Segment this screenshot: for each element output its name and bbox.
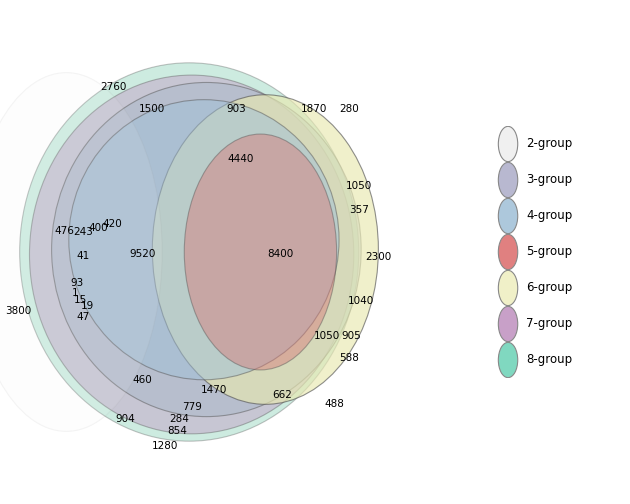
Text: 15: 15 [74,295,87,304]
Text: 1040: 1040 [348,296,374,306]
Text: 3-group: 3-group [526,173,572,186]
Circle shape [498,342,518,377]
Ellipse shape [69,100,339,380]
Text: 903: 903 [226,104,246,114]
Text: 1050: 1050 [346,180,372,191]
Text: 7-group: 7-group [526,318,572,331]
Ellipse shape [0,73,162,431]
Text: 854: 854 [167,426,187,436]
Text: 1870: 1870 [301,104,328,114]
Text: 284: 284 [169,414,189,424]
Text: 1500: 1500 [139,104,166,114]
Text: 4-group: 4-group [526,210,572,222]
Text: 476: 476 [54,226,74,236]
Ellipse shape [30,75,354,434]
Text: 1050: 1050 [314,331,340,341]
Text: 41: 41 [77,251,90,261]
Text: 1: 1 [71,288,78,298]
Text: 460: 460 [133,375,152,385]
Text: 400: 400 [88,223,108,233]
Text: 8400: 8400 [267,249,293,260]
Text: 1280: 1280 [151,441,178,451]
Circle shape [498,127,518,162]
Text: 5-group: 5-group [526,245,572,259]
Ellipse shape [152,95,379,404]
Text: 8-group: 8-group [526,353,572,366]
Text: 280: 280 [339,104,358,114]
Text: 357: 357 [349,205,369,215]
Text: 904: 904 [115,414,135,424]
Circle shape [498,234,518,270]
Circle shape [498,270,518,305]
Text: 9520: 9520 [129,249,156,260]
Text: 47: 47 [77,312,90,323]
Text: 2-group: 2-group [526,138,572,151]
Text: 662: 662 [273,390,292,400]
Text: 588: 588 [339,353,359,363]
Ellipse shape [52,83,361,417]
Text: 1470: 1470 [200,385,227,395]
Text: 779: 779 [181,402,202,412]
Text: 905: 905 [341,331,361,341]
Text: 93: 93 [71,278,84,288]
Circle shape [498,306,518,342]
Ellipse shape [184,134,336,370]
Ellipse shape [20,63,358,441]
Text: 488: 488 [324,399,344,409]
Circle shape [498,199,518,234]
Text: 3800: 3800 [6,306,32,316]
Text: 2300: 2300 [365,252,391,262]
Circle shape [498,162,518,198]
Text: 6-group: 6-group [526,282,572,294]
Text: 4440: 4440 [227,154,254,164]
Text: 420: 420 [102,219,122,229]
Text: 2760: 2760 [100,82,126,92]
Text: 19: 19 [81,301,94,311]
Text: 243: 243 [74,227,93,237]
